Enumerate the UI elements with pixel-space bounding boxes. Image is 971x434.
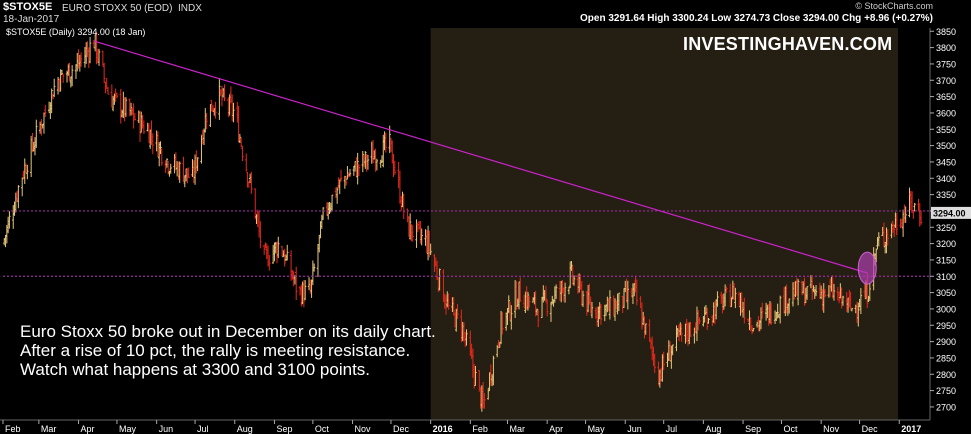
x-tick-label: Oct xyxy=(783,424,798,434)
y-tick-label: 3650 xyxy=(936,92,956,102)
y-tick-label: 3000 xyxy=(936,304,956,314)
x-tick-label: Sep xyxy=(276,424,292,434)
x-tick-label: Mar xyxy=(509,424,525,434)
y-tick-label: 3100 xyxy=(936,272,956,282)
trendline xyxy=(93,40,868,274)
y-tick-label: 2750 xyxy=(936,386,956,396)
x-tick-label: Aug xyxy=(705,424,721,434)
y-tick-label: 2700 xyxy=(936,402,956,412)
breakout-marker xyxy=(857,251,877,285)
symbol: $STOX5E xyxy=(3,1,53,13)
x-tick-label: Oct xyxy=(315,424,330,434)
annotation-text: Euro Stoxx 50 broke out in December on i… xyxy=(20,322,436,379)
chart-legend: $STOX5E (Daily) 3294.00 (18 Jan) xyxy=(6,27,146,37)
y-tick-label: 3700 xyxy=(936,76,956,86)
last-value-label: 3294.00 xyxy=(931,206,971,219)
source-credit: © StockCharts.com xyxy=(855,1,933,11)
y-tick-label: 3050 xyxy=(936,288,956,298)
quote-summary: Open 3291.64 High 3300.24 Low 3274.73 Cl… xyxy=(580,13,933,24)
y-tick-label: 3750 xyxy=(936,59,956,69)
index-name: EURO STOXX 50 (EOD) xyxy=(62,3,173,14)
x-tick-label: Apr xyxy=(81,424,95,434)
y-tick-label: 3150 xyxy=(936,255,956,265)
x-tick-label: Apr xyxy=(549,424,563,434)
x-tick-label: Jul xyxy=(666,424,678,434)
y-tick-label: 3800 xyxy=(936,43,956,53)
last-value-box xyxy=(931,206,971,219)
watermark: INVESTINGHAVEN.COM xyxy=(683,34,893,54)
y-tick-label: 3550 xyxy=(936,125,956,135)
y-tick-label: 3250 xyxy=(936,223,956,233)
shaded-region-2016 xyxy=(430,28,898,420)
y-tick-label: 3850 xyxy=(936,27,956,37)
x-axis: Feb Mar Apr May Jun Jul Aug Sep Oct Nov Dec 2016 Feb… xyxy=(0,419,930,434)
y-axis: 2700 2750 2800 2850 2900 2950 3000 3050 3100 3150… xyxy=(929,27,956,420)
x-tick-label: Dec xyxy=(393,424,410,434)
x-tick-label: Sep xyxy=(745,424,761,434)
chart-date: 18-Jan-2017 xyxy=(3,14,60,25)
horizontal-levels xyxy=(3,210,930,277)
y-tick-label: 2900 xyxy=(936,337,956,347)
y-tick-label: 3600 xyxy=(936,108,956,118)
x-tick-label: May xyxy=(119,424,137,434)
y-tick-label: 3350 xyxy=(936,190,956,200)
x-tick-label: Nov xyxy=(823,424,840,434)
last-value-text: 3294.00 xyxy=(933,208,966,218)
x-tick-label: Aug xyxy=(237,424,253,434)
x-tick-label: Jun xyxy=(627,424,642,434)
exchange: INDX xyxy=(178,3,202,14)
x-tick-label: May xyxy=(588,424,606,434)
x-tick-label: Feb xyxy=(472,424,488,434)
y-tick-label: 3500 xyxy=(936,141,956,151)
y-tick-label: 3200 xyxy=(936,239,956,249)
y-tick-label: 2850 xyxy=(936,353,956,363)
y-tick-label: 2950 xyxy=(936,321,956,331)
x-tick-label: 2017 xyxy=(901,424,921,434)
x-tick-label: Nov xyxy=(355,424,372,434)
x-tick-label: Mar xyxy=(41,424,57,434)
x-tick-label: Jul xyxy=(197,424,209,434)
x-tick-label: Feb xyxy=(5,424,21,434)
x-tick-label: 2016 xyxy=(433,424,453,434)
y-tick-label: 3450 xyxy=(936,157,956,167)
y-tick-label: 2800 xyxy=(936,370,956,380)
x-tick-label: Jun xyxy=(159,424,174,434)
x-tick-label: Dec xyxy=(862,424,879,434)
y-tick-label: 3400 xyxy=(936,174,956,184)
